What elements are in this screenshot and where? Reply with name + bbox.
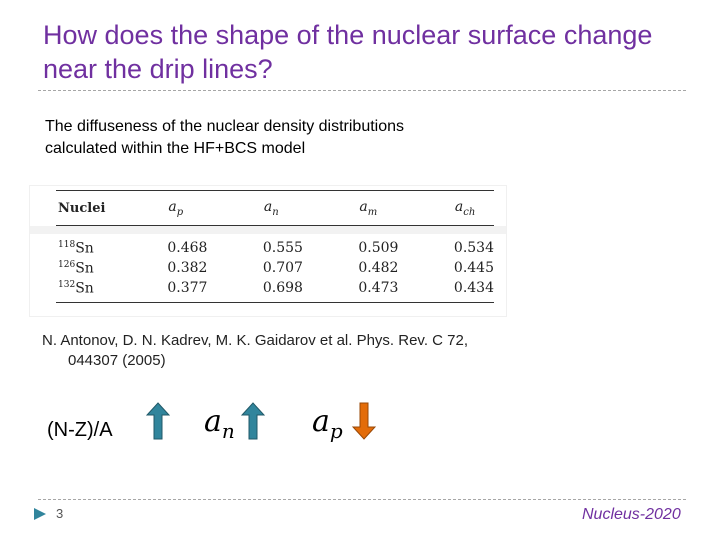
diffuseness-table: Nuclei ap an am ach 118Sn 0.468 0.555 0.… bbox=[56, 190, 494, 303]
footer-divider bbox=[38, 499, 686, 500]
reference-line-2: 044307 (2005) bbox=[68, 352, 166, 369]
mass-number: 132 bbox=[58, 279, 76, 290]
table-gap-band bbox=[30, 226, 506, 234]
proton-diffuseness-symbol: ap bbox=[312, 404, 343, 443]
ap-value: 0.382 bbox=[167, 260, 208, 276]
ap-value: 0.468 bbox=[167, 240, 208, 256]
header-ap: ap bbox=[167, 190, 263, 226]
page-number: 3 bbox=[56, 506, 64, 521]
arrow-up-icon bbox=[145, 402, 171, 445]
subtitle-text: The diffuseness of the nuclear density d… bbox=[45, 118, 405, 157]
neutron-diffuseness-symbol: an bbox=[204, 404, 235, 443]
header-nuclei: Nuclei bbox=[56, 190, 168, 226]
ach-value: 0.534 bbox=[453, 240, 494, 256]
ach-value: 0.434 bbox=[453, 278, 494, 303]
header-am-base: a bbox=[359, 198, 368, 215]
header-am: am bbox=[358, 190, 454, 226]
reference-citation: N. Antonov, D. N. Kadrev, M. K. Gaidarov… bbox=[42, 331, 602, 371]
mass-number: 126 bbox=[58, 259, 76, 270]
ach-value: 0.445 bbox=[453, 260, 494, 276]
title-divider bbox=[38, 90, 686, 91]
header-an-base: a bbox=[263, 198, 273, 215]
am-value: 0.509 bbox=[358, 240, 399, 256]
an-base: a bbox=[204, 404, 222, 439]
element-symbol: Sn bbox=[75, 240, 94, 257]
element-symbol: Sn bbox=[75, 280, 94, 297]
asymmetry-label: (N-Z)/A bbox=[47, 419, 113, 441]
element-symbol: Sn bbox=[75, 260, 94, 277]
header-an: an bbox=[262, 190, 359, 226]
table-image: Nuclei ap an am ach 118Sn 0.468 0.555 0.… bbox=[30, 186, 506, 316]
triangle-right-icon bbox=[33, 507, 47, 526]
mass-number: 118 bbox=[58, 239, 76, 250]
header-ach-sub: ch bbox=[463, 206, 476, 218]
table-row: 132Sn 0.377 0.698 0.473 0.434 bbox=[56, 278, 494, 303]
am-value: 0.482 bbox=[358, 260, 399, 276]
header-ach-base: a bbox=[454, 198, 464, 215]
header-ap-base: a bbox=[168, 198, 177, 215]
nucleus-cell: 126Sn bbox=[56, 258, 167, 278]
header-an-sub: n bbox=[272, 206, 279, 218]
header-ap-sub: p bbox=[176, 206, 184, 218]
an-sub: n bbox=[221, 419, 235, 443]
an-value: 0.555 bbox=[262, 240, 303, 256]
header-ach: ach bbox=[453, 190, 494, 226]
footer-text: Nucleus-2020 bbox=[582, 506, 681, 523]
header-am-sub: m bbox=[367, 206, 378, 218]
nucleus-cell: 132Sn bbox=[56, 278, 168, 303]
slide-title: How does the shape of the nuclear surfac… bbox=[43, 20, 653, 84]
nucleus-cell: 118Sn bbox=[56, 226, 167, 259]
am-value: 0.473 bbox=[358, 278, 454, 303]
ap-value: 0.377 bbox=[167, 278, 263, 303]
an-value: 0.698 bbox=[262, 278, 359, 303]
an-value: 0.707 bbox=[262, 260, 303, 276]
table-row: 126Sn 0.382 0.707 0.482 0.445 bbox=[56, 258, 494, 278]
table-row: 118Sn 0.468 0.555 0.509 0.534 bbox=[56, 226, 494, 259]
ap-sub: p bbox=[329, 419, 343, 443]
arrow-down-icon bbox=[351, 402, 377, 445]
table-header-row: Nuclei ap an am ach bbox=[56, 190, 494, 226]
ap-base: a bbox=[312, 404, 330, 439]
arrow-up-icon bbox=[240, 402, 266, 445]
reference-line-1: N. Antonov, D. N. Kadrev, M. K. Gaidarov… bbox=[42, 332, 469, 349]
